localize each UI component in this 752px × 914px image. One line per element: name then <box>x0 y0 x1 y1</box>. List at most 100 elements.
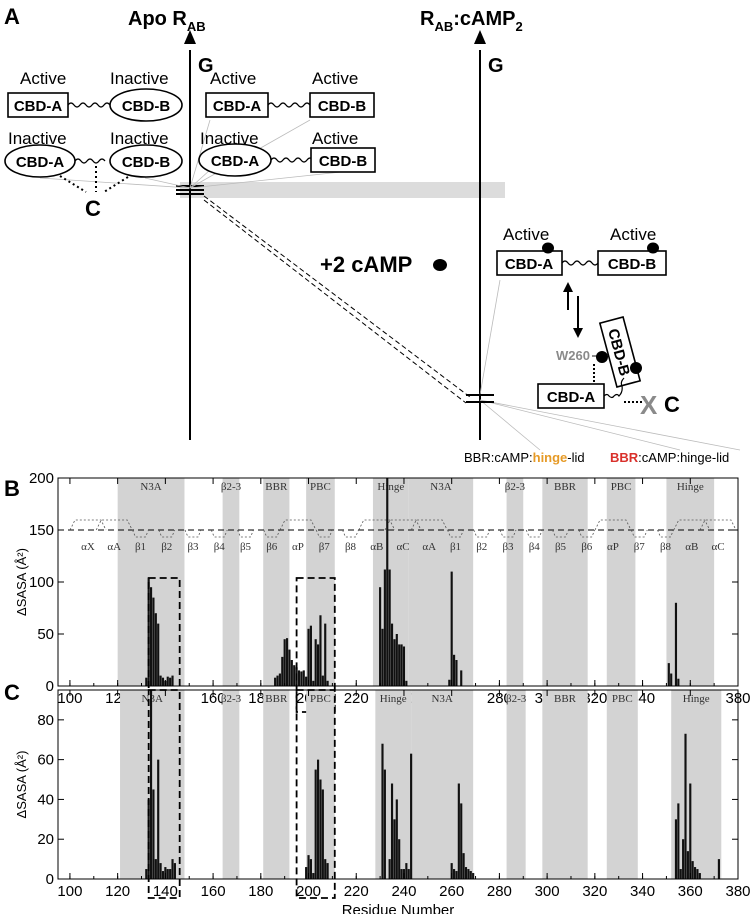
data-bar <box>161 871 165 879</box>
x-tick-label: 320 <box>582 690 607 707</box>
data-bar <box>309 625 312 686</box>
sse-label: αA <box>422 541 436 553</box>
data-bar <box>297 670 301 686</box>
data-bar <box>314 769 317 879</box>
region-label: Hinge <box>377 481 404 493</box>
data-bar <box>462 853 465 879</box>
region-band <box>542 478 588 686</box>
data-bar <box>402 646 406 686</box>
data-bar <box>398 644 401 686</box>
x-tick-label: 260 <box>439 883 464 900</box>
x-tick-label: 200 <box>296 883 321 900</box>
sse-label: β5 <box>555 541 567 553</box>
region-label: β2-3 <box>506 693 527 705</box>
region-band <box>408 478 474 686</box>
region-band <box>671 690 722 879</box>
cbd-a-label: CBD-A <box>16 154 64 171</box>
camp-bound-dot <box>596 351 608 363</box>
c-terminal-label: C <box>664 392 680 417</box>
data-bar <box>395 799 398 879</box>
strand-marker <box>552 529 569 538</box>
holo-title: RAB:cAMP2 <box>420 8 523 34</box>
data-bar <box>319 779 322 879</box>
y-tick-label: 50 <box>37 626 54 643</box>
strand-marker <box>315 529 333 538</box>
apo-axis-g-label: G <box>198 55 214 77</box>
data-bar <box>312 873 315 879</box>
cbd-b-label: CBD-B <box>122 98 170 115</box>
y-tick-label: 0 <box>46 871 54 888</box>
data-bar <box>379 587 382 686</box>
sse-label: αC <box>396 541 409 553</box>
helix-marker <box>69 519 107 531</box>
equilibrium-arrow-up-head <box>563 282 573 292</box>
cbd-b-label: CBD-B <box>318 98 366 115</box>
region-band <box>606 690 638 879</box>
data-bar <box>693 867 697 879</box>
sse-label: β4 <box>214 541 226 553</box>
region-label: BBR <box>265 693 288 705</box>
cbd-a-label: CBD-A <box>14 98 62 115</box>
cbd-b-box <box>309 92 375 118</box>
x-tick-label: 160 <box>201 690 226 707</box>
cbd-a-box <box>537 383 605 409</box>
x-tick-label: 280 <box>487 883 512 900</box>
data-bar <box>452 869 456 879</box>
data-bar <box>305 867 308 879</box>
plot-frame <box>57 689 739 880</box>
x-tick-label: 380 <box>725 883 750 900</box>
apo-state-inactive-active: Inactive Active CBD-A CBD-B <box>198 129 376 177</box>
cbd-b-box <box>598 316 642 388</box>
sse-label: β8 <box>345 541 357 553</box>
region-band <box>120 690 185 879</box>
transition-dash <box>203 195 471 398</box>
data-bar <box>145 869 148 879</box>
data-bar <box>390 783 394 879</box>
x-tick-label: 160 <box>201 883 226 900</box>
data-bar <box>281 656 284 686</box>
state-label-active: Active <box>610 225 656 244</box>
data-bar <box>307 855 310 879</box>
region-label: BBR <box>554 481 577 493</box>
data-bar <box>293 665 296 686</box>
region-label: PBC <box>612 693 633 705</box>
data-bar <box>717 859 720 879</box>
data-bar <box>405 863 408 879</box>
data-bar <box>171 675 174 686</box>
data-bar <box>157 759 160 879</box>
region-label: PBC <box>310 693 331 705</box>
sse-label: β2 <box>161 541 172 553</box>
linker <box>67 102 111 108</box>
data-bar <box>171 859 174 879</box>
strand-marker <box>630 529 648 538</box>
data-bar <box>677 803 680 879</box>
region-band <box>263 690 290 879</box>
y-tick-label: 80 <box>37 712 54 729</box>
y-tick-label: 60 <box>37 752 54 769</box>
region-label: PBC <box>310 481 331 493</box>
data-bar <box>400 644 403 686</box>
panel-a: A Apo RAB G RAB:cAMP2 G <box>4 4 741 465</box>
sse-label: αB <box>685 541 698 553</box>
state-label-inactive: Inactive <box>200 129 259 148</box>
holo-state-w260-lid: CBD-B W260 CBD-A X C <box>537 316 680 420</box>
sse-label: β1 <box>450 541 461 553</box>
strand-marker <box>447 529 464 538</box>
data-bar <box>161 677 165 686</box>
x-axis-label: Residue Number <box>342 902 455 914</box>
x-mark: X <box>640 390 658 420</box>
data-bar <box>169 869 172 879</box>
x-tick-label: 320 <box>582 883 607 900</box>
x-tick-label: 220 <box>344 690 369 707</box>
data-bar <box>686 851 689 879</box>
cbd-a-label: CBD-A <box>213 98 261 115</box>
x-tick-label: 340 <box>630 883 655 900</box>
x-tick-label: 300 <box>535 883 560 900</box>
data-bar <box>405 680 408 686</box>
data-bar <box>166 869 169 879</box>
data-bar <box>285 638 289 686</box>
data-bar <box>326 680 329 686</box>
strand-marker <box>263 529 281 538</box>
